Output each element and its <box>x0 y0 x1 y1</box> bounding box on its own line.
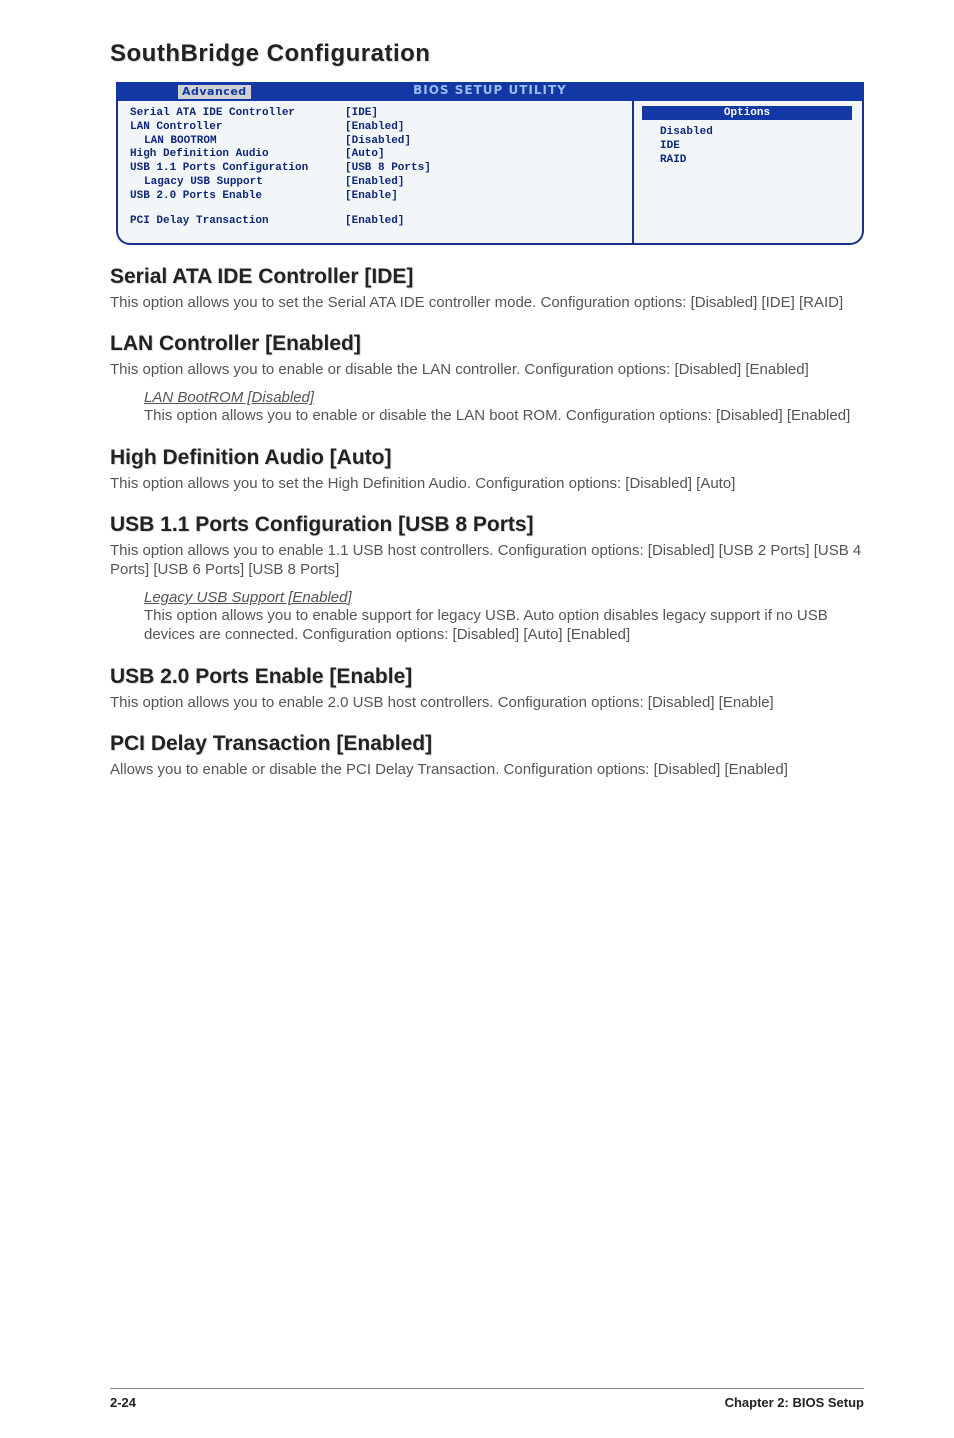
bios-options-pane: Options Disabled IDE RAID <box>634 101 864 245</box>
page-title: SouthBridge Configuration <box>110 40 864 68</box>
subsection-label: LAN BootROM [Disabled] <box>144 389 864 406</box>
options-title: Options <box>642 106 852 120</box>
bios-row-value: [Enabled] <box>345 215 404 229</box>
bios-row-value: [Disabled] <box>345 135 411 149</box>
bios-settings-pane: Serial ATA IDE Controller[IDE] LAN Contr… <box>116 101 634 245</box>
bios-row-value: [Enable] <box>345 190 398 204</box>
bios-row[interactable]: Serial ATA IDE Controller[IDE] <box>130 107 622 121</box>
page-footer: 2-24 Chapter 2: BIOS Setup <box>110 1388 864 1410</box>
bios-banner-text: BIOS SETUP UTILITY <box>413 83 567 97</box>
section-head: USB 1.1 Ports Configuration [USB 8 Ports… <box>110 513 864 537</box>
bios-row[interactable]: High Definition Audio[Auto] <box>130 148 622 162</box>
bios-row-label: LAN BOOTROM <box>130 135 345 149</box>
section-head: PCI Delay Transaction [Enabled] <box>110 732 864 756</box>
section-head: Serial ATA IDE Controller [IDE] <box>110 265 864 289</box>
bios-row-value: [USB 8 Ports] <box>345 162 431 176</box>
section-body: This option allows you to set the Serial… <box>110 293 864 312</box>
section-body: Allows you to enable or disable the PCI … <box>110 760 864 779</box>
bios-row-label: High Definition Audio <box>130 148 345 162</box>
bios-row[interactable]: PCI Delay Transaction[Enabled] <box>130 215 622 229</box>
bios-row[interactable]: LAN BOOTROM[Disabled] <box>130 135 622 149</box>
bios-row[interactable]: LAN Controller[Enabled] <box>130 121 622 135</box>
section-head: High Definition Audio [Auto] <box>110 446 864 470</box>
page-number: 2-24 <box>110 1395 136 1410</box>
bios-row-label: PCI Delay Transaction <box>130 215 345 229</box>
subsection-body: This option allows you to enable support… <box>144 606 864 644</box>
section-body: This option allows you to set the High D… <box>110 474 864 493</box>
bios-row-label: Lagacy USB Support <box>130 176 345 190</box>
bios-row-value: [Auto] <box>345 148 385 162</box>
bios-row-label: Serial ATA IDE Controller <box>130 107 345 121</box>
subsection-label: Legacy USB Support [Enabled] <box>144 589 864 606</box>
bios-panel: BIOS SETUP UTILITY Advanced Serial ATA I… <box>116 82 864 245</box>
option-item[interactable]: RAID <box>660 154 854 168</box>
chapter-label: Chapter 2: BIOS Setup <box>725 1395 864 1410</box>
section-body: This option allows you to enable 2.0 USB… <box>110 693 864 712</box>
section-body: This option allows you to enable or disa… <box>110 360 864 379</box>
bios-row-value: [IDE] <box>345 107 378 121</box>
section-head: USB 2.0 Ports Enable [Enable] <box>110 665 864 689</box>
bios-row-label: USB 2.0 Ports Enable <box>130 190 345 204</box>
bios-banner: BIOS SETUP UTILITY Advanced <box>116 82 864 99</box>
subsection-body: This option allows you to enable or disa… <box>144 406 864 425</box>
bios-row-value: [Enabled] <box>345 121 404 135</box>
bios-row[interactable]: Lagacy USB Support[Enabled] <box>130 176 622 190</box>
option-item[interactable]: Disabled <box>660 126 854 140</box>
bios-row[interactable]: USB 1.1 Ports Configuration[USB 8 Ports] <box>130 162 622 176</box>
bios-row-value: [Enabled] <box>345 176 404 190</box>
bios-row[interactable]: USB 2.0 Ports Enable[Enable] <box>130 190 622 204</box>
section-head: LAN Controller [Enabled] <box>110 332 864 356</box>
bios-row-label: USB 1.1 Ports Configuration <box>130 162 345 176</box>
option-item[interactable]: IDE <box>660 140 854 154</box>
bios-tab[interactable]: Advanced <box>178 85 251 99</box>
bios-row-label: LAN Controller <box>130 121 345 135</box>
section-body: This option allows you to enable 1.1 USB… <box>110 541 864 579</box>
